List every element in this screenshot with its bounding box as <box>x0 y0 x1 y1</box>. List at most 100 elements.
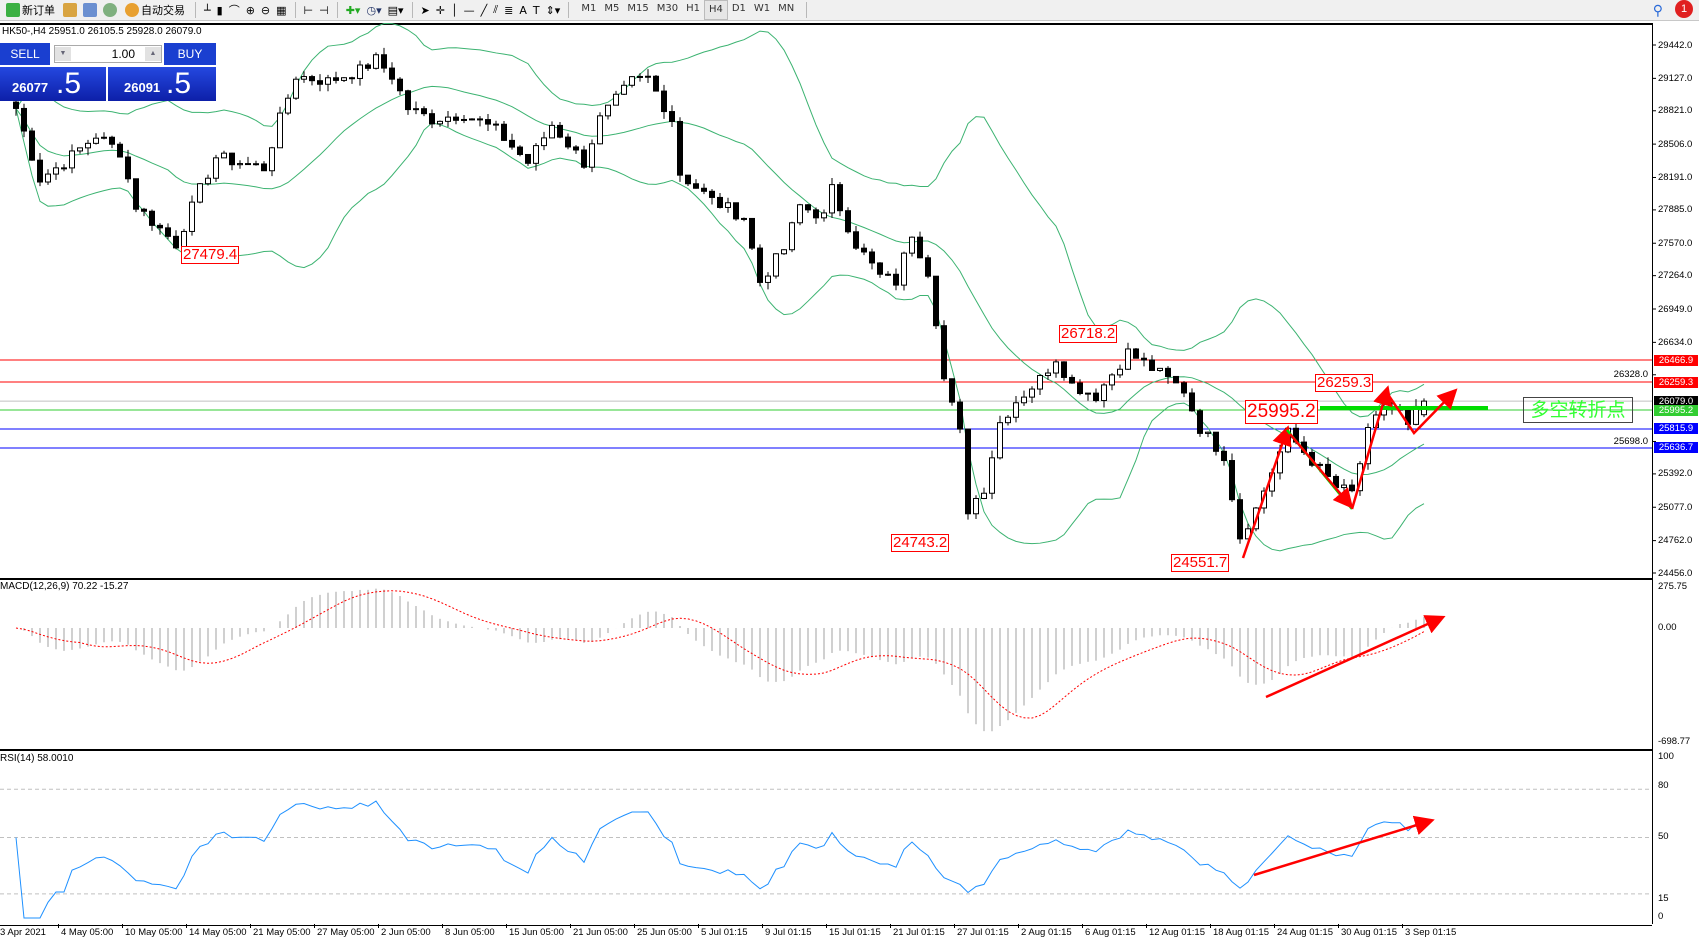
timeframe-h1[interactable]: H1 <box>686 3 700 14</box>
price-tick-label: 26949.0 <box>1658 303 1693 315</box>
crosshair-icon[interactable]: ✛ <box>435 3 445 17</box>
bar-chart-icon[interactable]: ┴ <box>204 3 211 17</box>
timeframe-d1[interactable]: D1 <box>731 3 746 14</box>
timeframe-m5[interactable]: M5 <box>604 3 620 14</box>
text-icon[interactable]: A <box>519 3 527 17</box>
chart-shift-icon[interactable]: ⊢ <box>303 3 314 17</box>
timeframe-w1[interactable]: W1 <box>753 3 771 14</box>
bear-candle <box>525 153 531 164</box>
cursor-icon[interactable]: ➤ <box>420 3 430 17</box>
time-tick-label: 2 Jun 05:00 <box>381 927 431 938</box>
bear-candle <box>501 123 507 141</box>
signals-icon[interactable] <box>103 3 117 17</box>
price-tick-label: 25077.0 <box>1658 501 1693 513</box>
bear-candle <box>869 251 875 264</box>
time-tick <box>890 924 891 928</box>
bull-candle <box>413 108 419 111</box>
text-label-icon[interactable]: T <box>532 3 540 17</box>
bear-candle <box>717 196 723 208</box>
lot-size-input[interactable]: 1.00 <box>54 45 162 63</box>
bear-candle <box>861 247 867 253</box>
bear-candle <box>917 236 923 259</box>
annotation-low-1[interactable]: 27479.4 <box>181 246 240 264</box>
sell-price-button[interactable]: 26077 .5 <box>0 67 106 101</box>
lot-decrease-button[interactable]: ▼ <box>55 47 71 61</box>
periods-icon[interactable]: ◷▾ <box>366 3 382 17</box>
trendline-icon[interactable]: ╱ <box>480 3 488 17</box>
bull-candle <box>1037 375 1043 390</box>
buy-price-button[interactable]: 26091 .5 <box>108 67 216 101</box>
timeframe-m15[interactable]: M15 <box>627 3 649 14</box>
annotation-low-3[interactable]: 24551.7 <box>1171 554 1230 572</box>
time-tick <box>954 924 955 928</box>
price-tick-label: 25698.0 <box>1613 435 1648 447</box>
price-tick-label: 29127.0 <box>1658 72 1693 84</box>
navigator-icon[interactable] <box>83 3 97 17</box>
bear-candle <box>125 156 131 180</box>
bull-candle <box>301 76 307 80</box>
bear-candle <box>709 190 715 198</box>
alert-badge[interactable]: 1 <box>1675 0 1693 18</box>
bull-candle <box>77 147 83 152</box>
separator <box>411 2 413 18</box>
lot-increase-button[interactable]: ▲ <box>145 47 161 61</box>
vertical-line-icon[interactable]: │ <box>450 3 458 17</box>
bull-candle <box>645 75 651 78</box>
time-tick <box>506 924 507 928</box>
equidistant-channel-icon[interactable]: ⫽ <box>493 3 499 16</box>
templates-icon[interactable]: ▤▾ <box>387 3 404 17</box>
bear-candle <box>21 107 27 132</box>
time-tick-label: 10 May 05:00 <box>125 927 183 938</box>
timeframe-m1[interactable]: M1 <box>581 3 597 14</box>
bollinger-middle-band <box>15 85 1425 476</box>
bear-candle <box>1165 367 1171 377</box>
zoom-out-icon[interactable]: ⊖ <box>260 3 271 17</box>
annotation-pivot[interactable]: 25995.2 <box>1245 400 1318 424</box>
annotation-low-2[interactable]: 24743.2 <box>891 534 950 552</box>
bear-candle <box>109 136 115 145</box>
autoscroll-icon[interactable]: ⊣ <box>319 3 329 17</box>
tile-windows-icon[interactable]: ▦ <box>276 3 287 17</box>
line-chart-icon[interactable]: ⌒ <box>228 4 240 17</box>
new-order-button[interactable]: 新订单 <box>4 1 57 19</box>
timeframe-mn[interactable]: MN <box>778 3 795 14</box>
candlestick-icon[interactable]: ▮ <box>216 3 223 17</box>
market-watch-icon[interactable] <box>63 3 77 17</box>
bull-candle <box>461 118 467 121</box>
price-tick-label: 24456.0 <box>1658 567 1693 579</box>
auto-trading-button[interactable]: 自动交易 <box>123 1 187 19</box>
bear-candle <box>397 78 403 92</box>
buy-button[interactable]: BUY <box>164 43 216 65</box>
fibonacci-icon[interactable]: ≣ <box>504 3 514 17</box>
annotation-high-2[interactable]: 26259.3 <box>1315 374 1374 392</box>
bull-candle <box>1341 484 1347 489</box>
annotation-high-1[interactable]: 26718.2 <box>1059 325 1118 343</box>
price-tick-label: 27570.0 <box>1658 237 1693 249</box>
time-tick <box>1274 924 1275 928</box>
zoom-in-icon[interactable]: ⊕ <box>245 3 255 17</box>
search-icon[interactable]: ⚲ <box>1652 2 1663 18</box>
bull-candle <box>237 163 243 166</box>
time-tick-label: 4 May 05:00 <box>61 927 114 938</box>
trend-arrow-up-2 <box>1350 385 1393 510</box>
buy-price-fraction: .5 <box>166 67 192 100</box>
bull-candle <box>781 249 787 255</box>
bear-candle <box>949 378 955 403</box>
sell-button[interactable]: SELL <box>0 43 50 65</box>
bull-candle <box>829 184 835 214</box>
time-tick <box>1018 924 1019 928</box>
bear-candle <box>653 75 659 92</box>
bear-candle <box>557 124 563 138</box>
horizontal-line-icon[interactable]: — <box>463 3 475 17</box>
indicators-icon[interactable]: ✚▾ <box>345 3 361 17</box>
bear-candle <box>805 204 811 211</box>
turning-point-label[interactable]: 多空转折点 <box>1523 397 1633 423</box>
time-tick-label: 15 Jul 01:15 <box>829 927 881 938</box>
arrows-icon[interactable]: ⇕▾ <box>545 3 561 17</box>
bear-candle <box>1229 460 1235 501</box>
timeframe-h4[interactable]: H4 <box>703 0 728 20</box>
bull-candle <box>821 212 827 219</box>
bear-candle <box>493 123 499 126</box>
timeframe-m30[interactable]: M30 <box>656 3 679 14</box>
price-tick-label: 27885.0 <box>1658 204 1693 216</box>
